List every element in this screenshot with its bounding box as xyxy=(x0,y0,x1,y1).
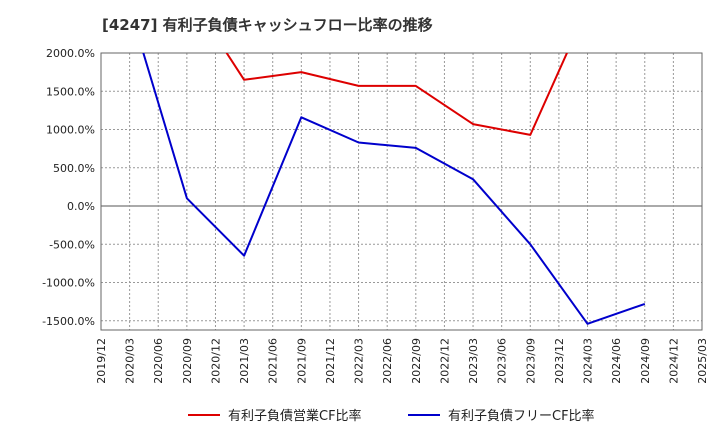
legend-label-2: 有利子負債フリーCF比率 xyxy=(448,408,595,424)
chart-title: [4247] 有利子負債キャッシュフロー比率の推移 xyxy=(102,16,433,34)
x-tick-label: 2020/09 xyxy=(181,338,194,384)
axis-layer: 2000.0% 1500.0% 1000.0% 500.0% 0.0% -500.0% -1… xyxy=(42,47,709,384)
x-tick-label: 2022/12 xyxy=(438,338,451,384)
x-tick-label: 2024/03 xyxy=(582,338,595,384)
y-tick-label: -1500.0% xyxy=(42,315,95,328)
x-tick-label: 2020/12 xyxy=(209,338,222,384)
x-tick-label: 2022/03 xyxy=(353,338,366,384)
y-tick-label: 0.0% xyxy=(67,200,95,213)
x-tick-label: 2022/09 xyxy=(410,338,423,384)
x-tick-label: 2022/06 xyxy=(381,338,394,384)
y-tick-label: 2000.0% xyxy=(46,47,95,60)
legend-label-1: 有利子負債営業CF比率 xyxy=(228,408,362,424)
series-line-1 xyxy=(225,53,569,136)
x-tick-label: 2023/03 xyxy=(467,338,480,384)
y-tick-label: -500.0% xyxy=(49,238,95,251)
legend: 有利子負債営業CF比率 有利子負債フリーCF比率 xyxy=(188,408,595,424)
x-tick-label: 2024/09 xyxy=(639,338,652,384)
y-tick-label: 1500.0% xyxy=(46,85,95,98)
x-tick-label: 2021/03 xyxy=(238,338,251,384)
plot-frame xyxy=(100,52,703,331)
x-tick-label: 2023/09 xyxy=(524,338,537,384)
grid-layer xyxy=(100,52,703,330)
x-tick-label: 2023/06 xyxy=(496,338,509,384)
y-tick-label: 1000.0% xyxy=(46,124,95,137)
y-tick-label: -1000.0% xyxy=(42,277,95,290)
x-tick-label: 2020/03 xyxy=(124,338,137,384)
x-tick-label: 2021/06 xyxy=(267,338,280,384)
x-tick-label: 2021/12 xyxy=(324,338,337,384)
x-tick-label: 2024/06 xyxy=(610,338,623,384)
series-line-2 xyxy=(142,53,646,325)
x-tick-label: 2020/06 xyxy=(152,338,165,384)
x-tick-label: 2021/09 xyxy=(295,338,308,384)
x-tick-label: 2025/03 xyxy=(696,338,709,384)
x-tick-label: 2019/12 xyxy=(95,338,108,384)
x-tick-label: 2023/12 xyxy=(553,338,566,384)
y-tick-label: 500.0% xyxy=(53,162,95,175)
x-tick-label: 2024/12 xyxy=(667,338,680,384)
series-layer xyxy=(142,53,646,325)
